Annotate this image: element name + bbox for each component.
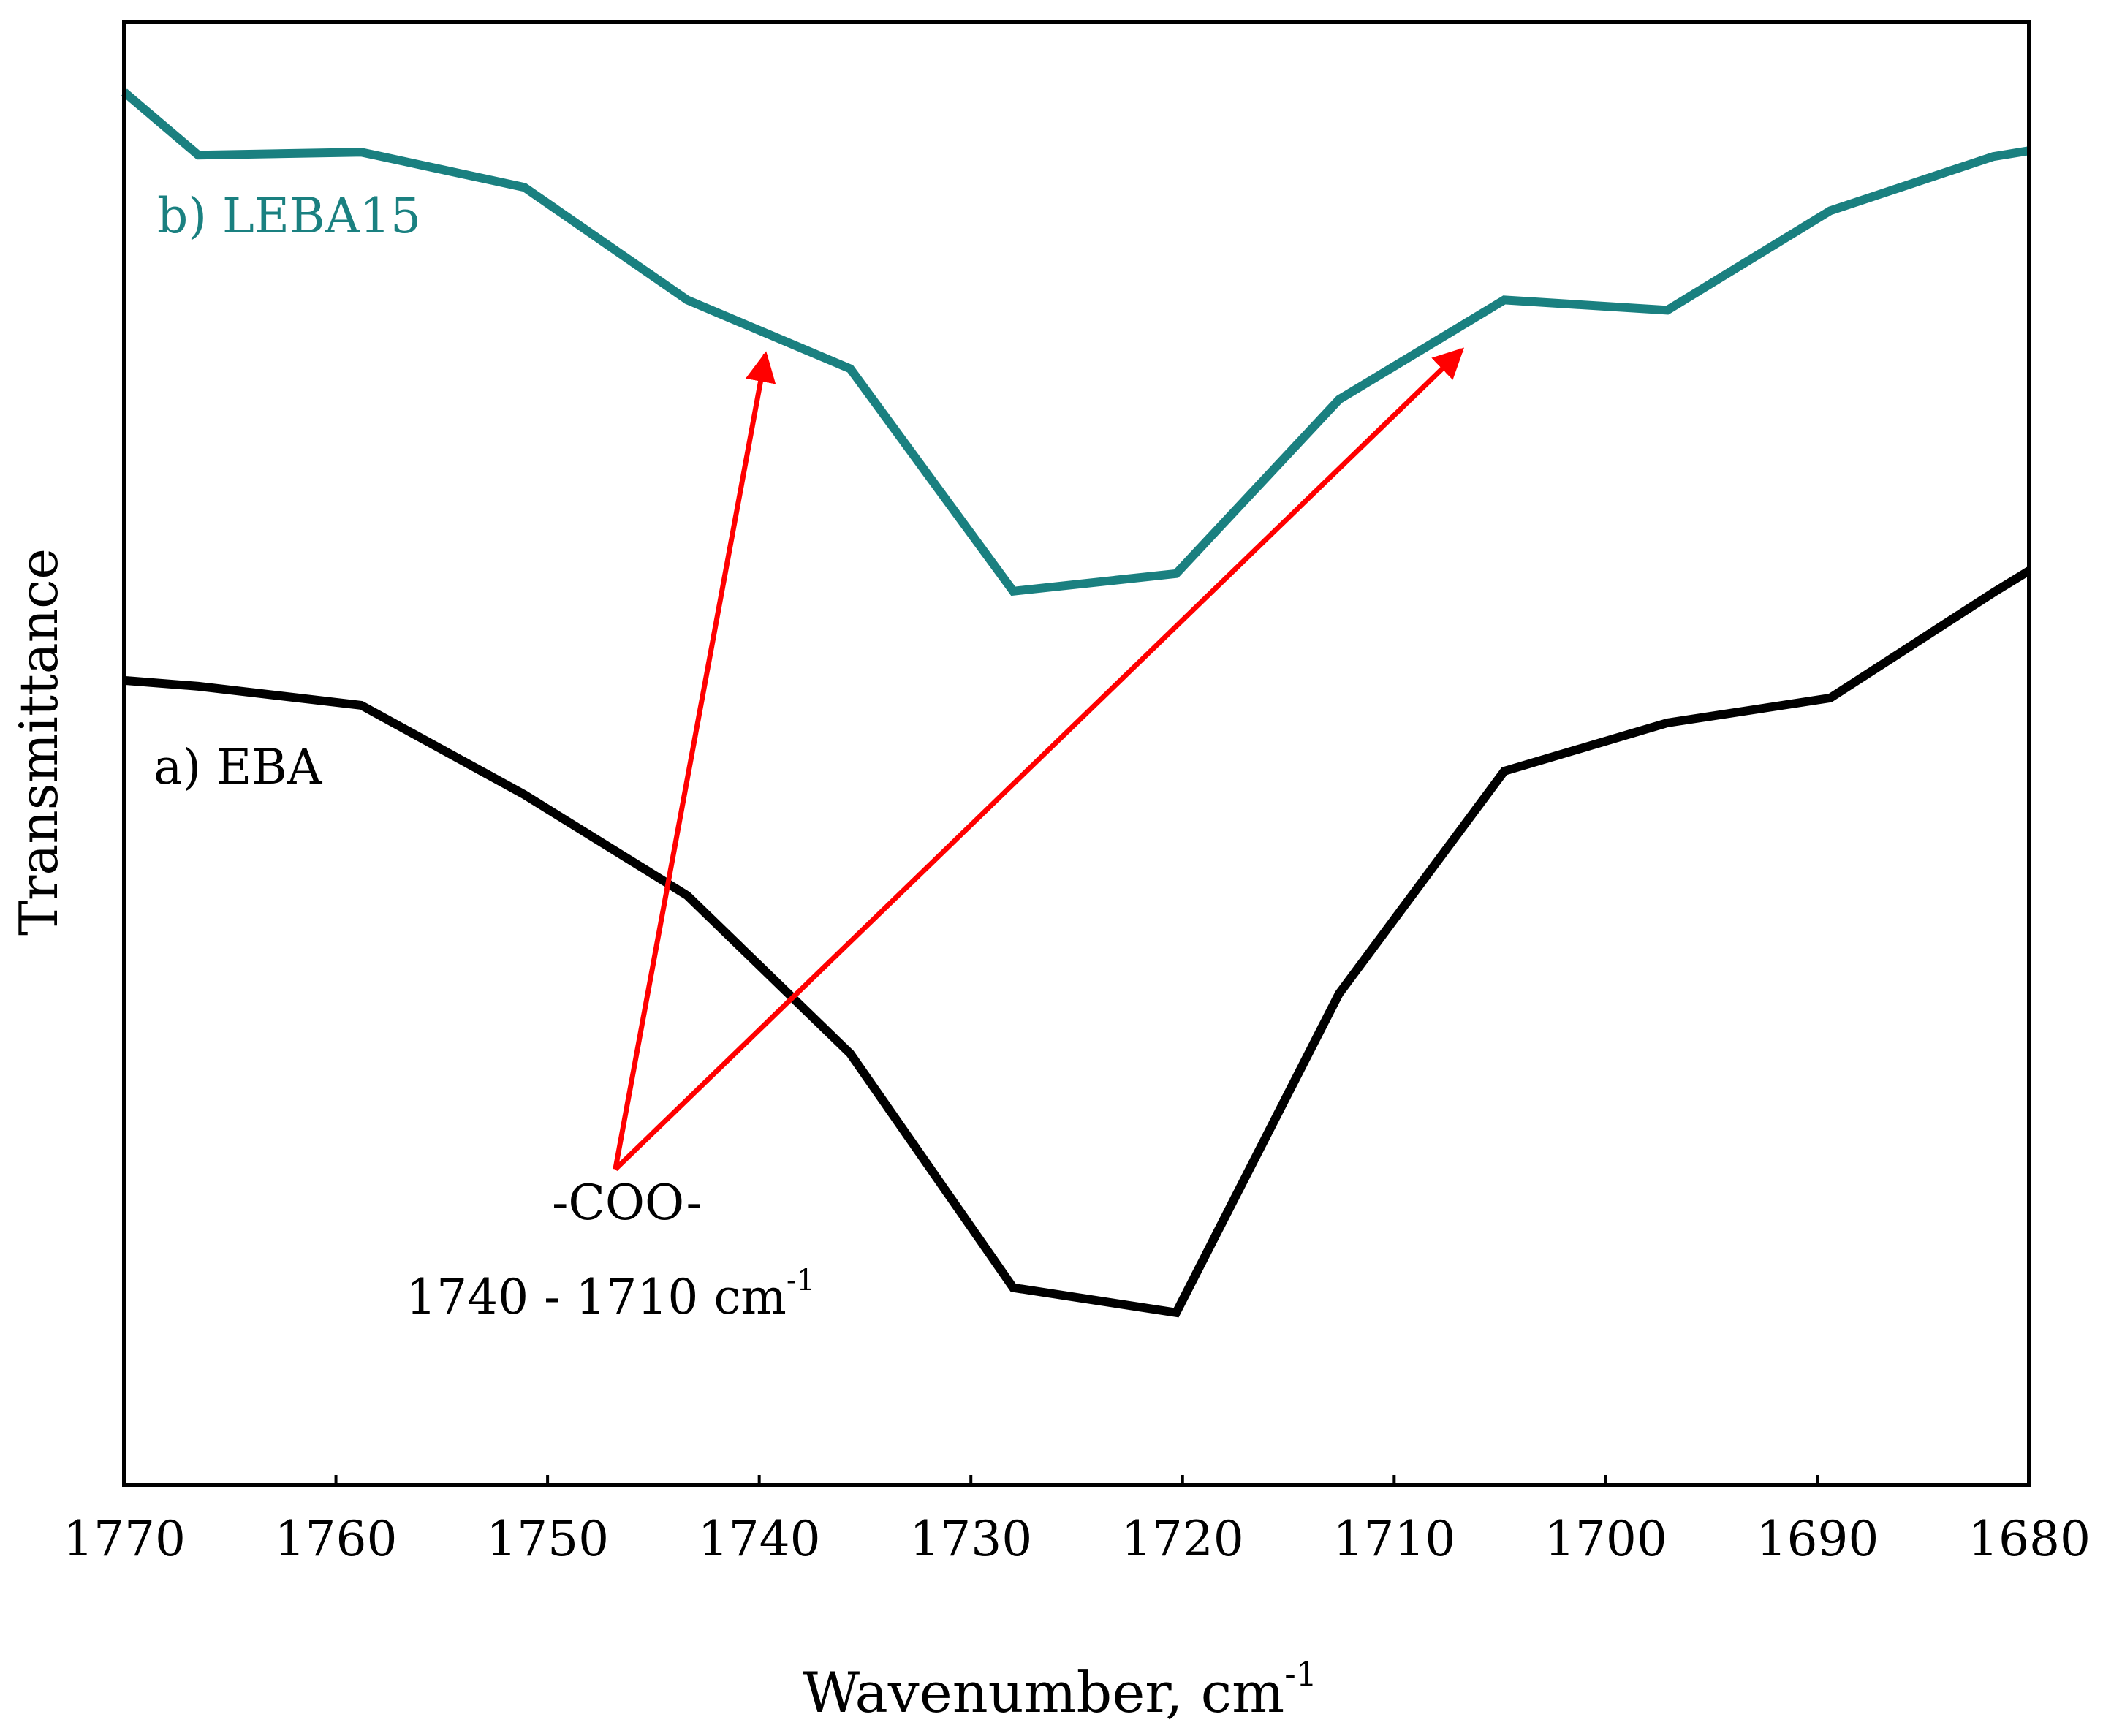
annotation-range-text: 1740 - 1710 cm [406, 1269, 787, 1325]
annotation-range-superscript: -1 [787, 1264, 815, 1297]
x-tick-label-1770: 1770 [63, 1511, 186, 1567]
x-tick-label-1720: 1720 [1121, 1511, 1244, 1567]
x-tick-label-1680: 1680 [1968, 1511, 2091, 1567]
x-tick-label-1740: 1740 [698, 1511, 821, 1567]
x-tick-label-1760: 1760 [275, 1511, 398, 1567]
x-axis-label-superscript: -1 [1284, 1654, 1317, 1694]
x-axis-label-text: Wavenumber, cm [803, 1660, 1284, 1725]
annotation-title: -COO- [552, 1175, 702, 1231]
x-tick-label-1710: 1710 [1333, 1511, 1455, 1567]
x-tick-label-1750: 1750 [486, 1511, 609, 1567]
annotation-label: -COO- 1740 - 1710 cm-1 [406, 1175, 815, 1325]
x-tick-label-1730: 1730 [909, 1511, 1032, 1567]
series-label-b-leba15: b) LEBA15 [157, 188, 421, 244]
series-label-a-eba: a) EBA [154, 739, 323, 795]
annotation-layer [613, 347, 1465, 1172]
annotation-arrow-2 [613, 347, 1465, 1172]
annotation-range: 1740 - 1710 cm-1 [406, 1264, 815, 1325]
series-line-b-leba15 [121, 88, 2030, 596]
plot-frame [122, 20, 2031, 1487]
x-axis-label: Wavenumber, cm-1 [803, 1654, 1317, 1725]
series-line-a-eba [124, 566, 2032, 1318]
x-tick-label-1700: 1700 [1545, 1511, 1667, 1567]
x-axis-ticks: 1770 1760 1750 1740 1730 1720 1710 1700 1690 1680 [63, 1475, 2091, 1567]
x-tick-label-1690: 1690 [1756, 1511, 1879, 1567]
y-axis-label: Transmittance [8, 548, 69, 936]
series-labels: a) EBA b) LEBA15 [154, 188, 421, 795]
annotation-arrow-1 [613, 351, 776, 1170]
series-layer [121, 88, 2032, 1318]
